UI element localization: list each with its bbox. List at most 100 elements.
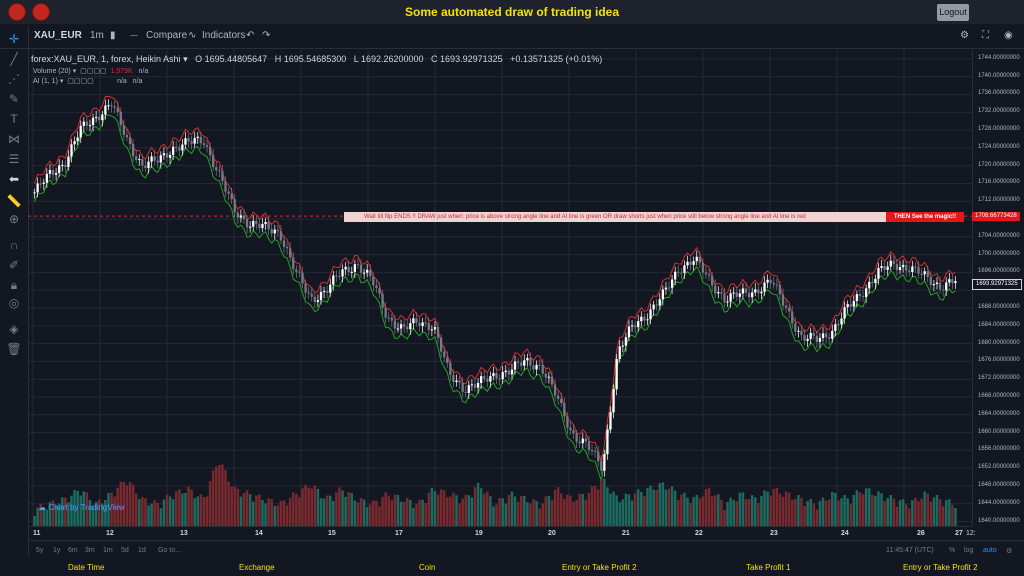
volume-bar <box>473 487 477 526</box>
legend-close: C 1693.92971325 <box>431 54 503 64</box>
volume-bar <box>837 500 840 526</box>
volume-bar <box>344 496 347 526</box>
candle-body <box>741 288 745 294</box>
lock-icon[interactable]: 🔒︎ <box>10 278 18 292</box>
time-tick-label: 12 <box>106 530 114 537</box>
candle-body <box>495 373 498 379</box>
candle-body <box>809 332 812 339</box>
candle-body <box>439 337 443 352</box>
interval-button[interactable]: 1m <box>90 30 104 41</box>
candle-body <box>760 291 763 294</box>
fib-icon[interactable]: ⋰ <box>8 72 20 86</box>
trendline-icon[interactable]: ╱ <box>10 52 18 66</box>
candle-body <box>218 170 221 172</box>
compare-icon[interactable]: ⏤ <box>130 30 138 41</box>
redo-icon[interactable]: ↷ <box>262 30 271 41</box>
compare-button[interactable]: Compare <box>146 30 188 41</box>
volume-bar <box>701 496 705 526</box>
volume-label[interactable]: Volume (20) <box>33 68 71 75</box>
magnet-icon[interactable]: ∩ <box>9 238 19 252</box>
zoom-icon[interactable]: ⊕ <box>8 212 20 226</box>
range-6m[interactable]: 6m <box>68 547 78 554</box>
nav-coin[interactable]: Coin <box>419 563 436 572</box>
candle-body <box>630 325 634 327</box>
goto-button[interactable]: Go to... <box>158 547 181 554</box>
tradingview-watermark[interactable]: ☁ Chart by TradingView <box>38 503 125 512</box>
volume-bar <box>938 499 942 526</box>
candle-body <box>686 261 689 266</box>
price-chart[interactable] <box>28 50 972 526</box>
logout-button[interactable]: Logout <box>937 4 969 21</box>
candle-body <box>347 266 350 273</box>
settings-icon[interactable]: ⚙ <box>1006 548 1013 555</box>
text-icon[interactable]: T <box>10 112 18 126</box>
pattern-icon[interactable]: ⋈ <box>8 132 20 146</box>
volume-bar <box>433 491 437 526</box>
range-3m[interactable]: 3m <box>85 547 95 554</box>
percent-toggle[interactable]: % <box>949 547 956 554</box>
range-5y[interactable]: 5y <box>36 547 44 554</box>
log-toggle[interactable]: log <box>964 547 974 554</box>
candle-body <box>70 144 73 157</box>
candle-body <box>51 170 55 175</box>
crosshair-icon[interactable]: ✛ <box>8 32 20 46</box>
forecast-icon[interactable]: ☰ <box>8 152 20 166</box>
range-1y[interactable]: 1y <box>53 547 61 554</box>
candle-body <box>553 384 557 396</box>
volume-bar <box>864 488 868 526</box>
volume-bar <box>171 499 175 526</box>
volume-bar <box>489 496 492 526</box>
trash-icon[interactable]: 🗑︎ <box>6 342 22 356</box>
snapshot-icon[interactable]: ◉ <box>1004 30 1013 41</box>
range-1m[interactable]: 1m <box>103 547 113 554</box>
eye-icon[interactable]: ◎ <box>8 296 20 310</box>
volume-bar <box>332 500 335 526</box>
chart-type-icon[interactable]: ▮ <box>110 30 116 41</box>
price-tick-label: 1668.00000000 <box>978 392 1020 399</box>
symbol-search-button[interactable]: XAU_EUR <box>34 30 82 41</box>
range-5d[interactable]: 5d <box>121 547 129 554</box>
candle-body <box>486 378 489 382</box>
volume-bar <box>301 488 304 526</box>
time-axis[interactable] <box>28 526 972 541</box>
volume-bar <box>572 501 575 526</box>
volume-bar <box>467 495 471 526</box>
candle-body <box>584 438 587 442</box>
nav-entry-tp2-a[interactable]: Entry or Take Profit 2 <box>562 563 637 572</box>
volume-bar <box>744 499 748 526</box>
undo-icon[interactable]: ↶ <box>246 30 255 41</box>
volume-bar <box>858 492 862 526</box>
volume-bar <box>683 492 686 526</box>
volume-bar <box>181 493 184 526</box>
lock-drawing-icon[interactable]: ✐ <box>8 258 20 272</box>
nav-take-profit-1[interactable]: Take Profit 1 <box>746 563 791 572</box>
back-arrow-icon[interactable]: ⬅ <box>8 172 20 186</box>
volume-bar <box>255 495 258 526</box>
candle-body <box>230 193 233 200</box>
candle-body <box>289 248 292 258</box>
volume-bar <box>449 496 452 526</box>
candle-body <box>156 160 159 163</box>
indicators-button[interactable]: Indicators <box>202 30 246 41</box>
nav-date-time[interactable]: Date Time <box>68 563 105 572</box>
layers-icon[interactable]: ◈ <box>9 322 19 336</box>
candle-body <box>704 272 708 275</box>
volume-bar <box>150 503 153 526</box>
auto-toggle[interactable]: auto <box>983 547 997 554</box>
range-1d[interactable]: 1d <box>138 547 146 554</box>
volume-bar <box>600 479 603 526</box>
volume-bar <box>187 486 190 526</box>
candle-body <box>757 289 760 294</box>
nav-entry-tp2-b[interactable]: Entry or Take Profit 2 <box>903 563 978 572</box>
settings-icon[interactable]: ⚙ <box>960 30 969 41</box>
nav-exchange[interactable]: Exchange <box>239 563 275 572</box>
volume-bar <box>276 505 280 526</box>
volume-bar <box>310 488 313 526</box>
fullscreen-icon[interactable]: ⛶ <box>982 30 989 41</box>
ruler-icon[interactable]: 📏 <box>6 194 22 208</box>
indicators-icon[interactable]: ∿ <box>188 30 197 41</box>
ai-label[interactable]: AI (1, 1) <box>33 78 58 85</box>
candle-body <box>593 451 597 453</box>
brush-icon[interactable]: ✎ <box>8 92 20 106</box>
volume-bar <box>174 491 178 526</box>
